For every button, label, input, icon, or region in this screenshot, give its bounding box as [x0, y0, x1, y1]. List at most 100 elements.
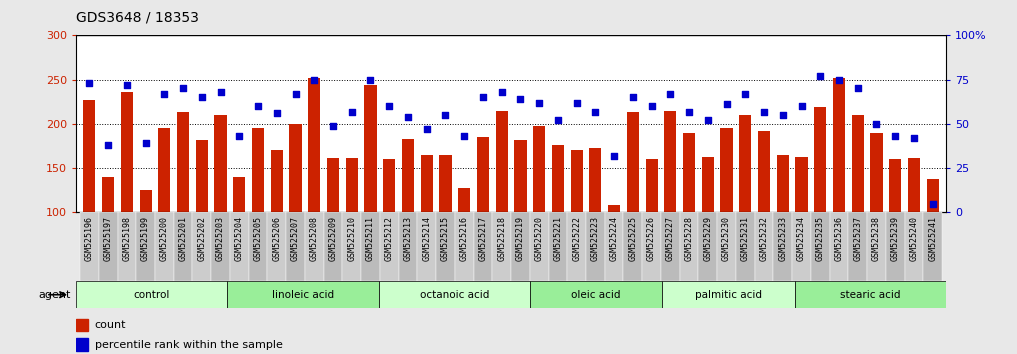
- Point: [157, 91, 173, 97]
- Bar: [626, 113, 639, 212]
- Text: GSM525219: GSM525219: [516, 216, 525, 261]
- Text: linoleic acid: linoleic acid: [273, 290, 335, 300]
- Bar: [305, 212, 323, 281]
- Point: [400, 114, 416, 120]
- Point: [231, 133, 247, 139]
- Text: GSM525211: GSM525211: [366, 216, 375, 261]
- Point: [887, 133, 903, 139]
- Bar: [586, 212, 605, 281]
- Text: GSM525210: GSM525210: [347, 216, 356, 261]
- Bar: [323, 212, 343, 281]
- Bar: [530, 212, 548, 281]
- Point: [924, 201, 941, 206]
- Bar: [383, 159, 396, 212]
- Text: GSM525231: GSM525231: [740, 216, 750, 261]
- Text: GSM525198: GSM525198: [122, 216, 131, 261]
- Bar: [662, 281, 794, 308]
- Bar: [589, 148, 601, 212]
- Bar: [926, 179, 939, 212]
- Point: [493, 89, 510, 95]
- Bar: [811, 212, 830, 281]
- Bar: [871, 133, 883, 212]
- Point: [119, 82, 135, 88]
- Bar: [159, 128, 171, 212]
- Bar: [455, 212, 474, 281]
- Bar: [121, 92, 133, 212]
- Text: GSM525209: GSM525209: [328, 216, 338, 261]
- Bar: [492, 212, 511, 281]
- Bar: [908, 158, 920, 212]
- Text: GSM525214: GSM525214: [422, 216, 431, 261]
- Bar: [530, 281, 662, 308]
- Text: GSM525229: GSM525229: [704, 216, 712, 261]
- Point: [569, 100, 585, 105]
- Text: GSM525202: GSM525202: [197, 216, 206, 261]
- Text: GSM525201: GSM525201: [179, 216, 187, 261]
- Point: [756, 109, 772, 114]
- Bar: [233, 177, 245, 212]
- Bar: [177, 112, 189, 212]
- Bar: [76, 338, 88, 351]
- Text: GSM525197: GSM525197: [104, 216, 113, 261]
- Bar: [174, 212, 192, 281]
- Bar: [252, 128, 264, 212]
- Text: GSM525216: GSM525216: [460, 216, 469, 261]
- Bar: [851, 115, 863, 212]
- Bar: [343, 212, 361, 281]
- Bar: [702, 156, 714, 212]
- Text: GSM525208: GSM525208: [310, 216, 318, 261]
- Text: GSM525220: GSM525220: [535, 216, 544, 261]
- Bar: [608, 205, 620, 212]
- Text: GSM525203: GSM525203: [216, 216, 225, 261]
- Point: [531, 100, 547, 105]
- Text: GSM525215: GSM525215: [441, 216, 450, 261]
- Text: GSM525206: GSM525206: [273, 216, 282, 261]
- Text: GSM525239: GSM525239: [891, 216, 900, 261]
- Text: GSM525212: GSM525212: [384, 216, 394, 261]
- Bar: [230, 212, 249, 281]
- Bar: [215, 115, 227, 212]
- Point: [175, 86, 191, 91]
- Text: GSM525224: GSM525224: [609, 216, 618, 261]
- Bar: [642, 212, 661, 281]
- Bar: [699, 212, 717, 281]
- Point: [662, 91, 678, 97]
- Bar: [571, 150, 583, 212]
- Point: [437, 112, 454, 118]
- Bar: [271, 150, 283, 212]
- Text: GSM525221: GSM525221: [553, 216, 562, 261]
- Bar: [830, 212, 848, 281]
- Bar: [515, 140, 527, 212]
- Text: GSM525222: GSM525222: [573, 216, 581, 261]
- Bar: [83, 100, 96, 212]
- Bar: [195, 140, 207, 212]
- Text: percentile rank within the sample: percentile rank within the sample: [95, 339, 283, 350]
- Bar: [720, 128, 732, 212]
- Bar: [421, 155, 433, 212]
- Bar: [139, 190, 152, 212]
- Text: count: count: [95, 320, 126, 330]
- Point: [344, 109, 360, 114]
- Bar: [495, 110, 507, 212]
- Text: agent: agent: [39, 290, 71, 300]
- Bar: [80, 212, 99, 281]
- Bar: [477, 137, 489, 212]
- Point: [737, 91, 754, 97]
- Point: [213, 89, 229, 95]
- Bar: [76, 281, 228, 308]
- Bar: [717, 212, 736, 281]
- Text: GSM525205: GSM525205: [253, 216, 262, 261]
- Bar: [402, 139, 414, 212]
- Text: GSM525237: GSM525237: [853, 216, 862, 261]
- Bar: [889, 159, 901, 212]
- Text: GSM525225: GSM525225: [629, 216, 638, 261]
- Bar: [136, 212, 155, 281]
- Text: GSM525228: GSM525228: [684, 216, 694, 261]
- Text: stearic acid: stearic acid: [840, 290, 900, 300]
- Text: octanoic acid: octanoic acid: [420, 290, 489, 300]
- Point: [250, 103, 266, 109]
- Point: [906, 135, 922, 141]
- Bar: [833, 78, 845, 212]
- Bar: [192, 212, 212, 281]
- Point: [550, 118, 566, 123]
